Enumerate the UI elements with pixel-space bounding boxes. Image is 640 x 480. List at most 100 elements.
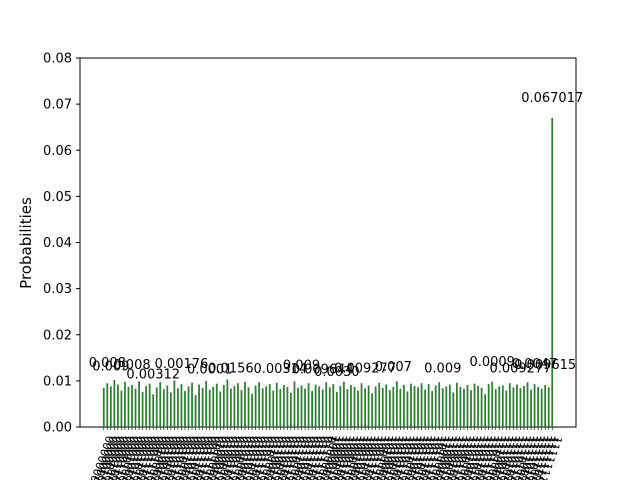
bar bbox=[251, 393, 253, 427]
data-label: 0.009644 bbox=[292, 363, 354, 378]
bar bbox=[304, 388, 306, 427]
bar bbox=[487, 384, 490, 427]
data-label: 0.0047 bbox=[512, 357, 558, 372]
bar bbox=[523, 385, 525, 427]
data-label: 0.00312 bbox=[126, 367, 180, 382]
bar bbox=[371, 393, 374, 427]
plot-frame bbox=[79, 57, 577, 428]
bar bbox=[403, 385, 405, 427]
bar bbox=[505, 390, 508, 427]
data-label: 0.009615 bbox=[514, 358, 576, 373]
bar bbox=[215, 383, 218, 427]
bar bbox=[508, 383, 511, 427]
bar bbox=[395, 381, 398, 427]
x-tick-labels-group: 0000000000000100000100000011000010000001… bbox=[87, 427, 565, 480]
bar bbox=[258, 382, 261, 427]
bar bbox=[346, 389, 349, 427]
data-labels-group: 0.0080.0090.0080.003120.001760.00010.015… bbox=[89, 91, 584, 382]
bar bbox=[307, 383, 310, 427]
data-label: 0.008 bbox=[89, 356, 126, 371]
bar bbox=[350, 385, 352, 427]
bar bbox=[155, 387, 158, 427]
bar bbox=[413, 385, 416, 427]
y-tick-label: 0.01 bbox=[43, 374, 72, 389]
bar bbox=[124, 381, 126, 427]
bar bbox=[286, 386, 289, 427]
bar bbox=[530, 389, 532, 427]
bar bbox=[148, 383, 151, 427]
y-tick-label: 0.06 bbox=[43, 144, 72, 159]
data-label: 0.00314 bbox=[253, 362, 307, 377]
bar bbox=[102, 387, 105, 427]
bars-group bbox=[102, 117, 554, 427]
bar bbox=[448, 384, 451, 427]
bar bbox=[480, 387, 483, 427]
bar bbox=[491, 381, 494, 427]
bar bbox=[297, 387, 299, 427]
bar bbox=[357, 390, 359, 427]
bar bbox=[201, 387, 204, 427]
bar bbox=[445, 386, 448, 427]
bar bbox=[254, 385, 257, 427]
bar bbox=[247, 387, 250, 427]
bar bbox=[381, 387, 384, 427]
bar bbox=[152, 394, 155, 427]
plot-area bbox=[79, 57, 577, 428]
bar bbox=[466, 385, 469, 427]
bar bbox=[512, 387, 515, 427]
bar bbox=[392, 386, 395, 427]
bar bbox=[318, 386, 321, 427]
y-tick-label: 0.07 bbox=[43, 98, 72, 113]
y-tick-label: 0.02 bbox=[43, 328, 72, 343]
bar bbox=[131, 385, 133, 427]
bar bbox=[473, 383, 476, 427]
bar bbox=[343, 381, 345, 427]
bar bbox=[198, 384, 200, 427]
bar bbox=[166, 385, 169, 427]
bar bbox=[360, 383, 363, 427]
bar bbox=[272, 390, 275, 427]
data-label: 0.009277 bbox=[334, 361, 396, 376]
bar bbox=[169, 392, 172, 427]
bar bbox=[463, 388, 465, 427]
bar bbox=[537, 386, 539, 427]
bar bbox=[265, 386, 268, 427]
bar bbox=[311, 391, 313, 427]
bar bbox=[282, 385, 285, 427]
bar bbox=[300, 385, 303, 427]
bar bbox=[519, 388, 522, 427]
data-label: 0.009 bbox=[92, 359, 129, 374]
bar bbox=[399, 388, 402, 427]
bar bbox=[184, 391, 186, 427]
data-label: 0.007 bbox=[375, 360, 412, 375]
data-label: 0.067017 bbox=[521, 91, 583, 106]
bar bbox=[516, 384, 518, 427]
bar bbox=[261, 388, 264, 427]
bar bbox=[551, 117, 554, 427]
bar bbox=[540, 388, 543, 427]
bar bbox=[177, 388, 179, 427]
bar bbox=[501, 385, 504, 427]
bar bbox=[173, 380, 176, 427]
bar bbox=[106, 383, 109, 427]
data-label: 0.0001 bbox=[187, 363, 233, 378]
data-label: 0.0009 bbox=[469, 355, 515, 370]
bar bbox=[456, 382, 458, 427]
bar bbox=[378, 382, 381, 427]
bar bbox=[109, 386, 112, 427]
bar bbox=[374, 386, 377, 427]
bar bbox=[145, 385, 148, 427]
bar bbox=[117, 384, 119, 427]
bar bbox=[484, 394, 487, 427]
bar bbox=[138, 381, 140, 427]
bar bbox=[237, 383, 239, 427]
bar bbox=[544, 385, 547, 427]
bar bbox=[191, 382, 193, 427]
bar bbox=[452, 392, 455, 427]
bar bbox=[424, 389, 426, 427]
bar bbox=[244, 381, 246, 427]
bar bbox=[335, 391, 338, 427]
bar bbox=[233, 385, 236, 427]
y-tick-label: 0.05 bbox=[43, 190, 72, 205]
bar bbox=[290, 392, 292, 427]
